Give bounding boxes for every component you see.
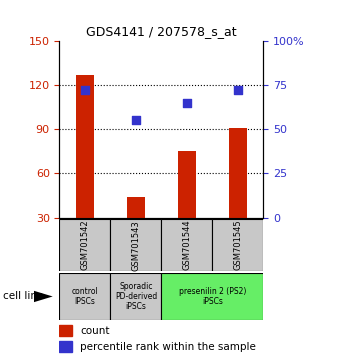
Text: GSM701544: GSM701544: [183, 220, 191, 270]
Text: GSM701542: GSM701542: [81, 220, 89, 270]
Point: [184, 100, 190, 105]
FancyBboxPatch shape: [212, 219, 264, 271]
Bar: [59, 325, 72, 336]
Bar: [59, 341, 72, 353]
FancyBboxPatch shape: [162, 273, 264, 320]
Text: control
IPSCs: control IPSCs: [72, 287, 98, 306]
FancyBboxPatch shape: [59, 219, 110, 271]
FancyBboxPatch shape: [162, 219, 212, 271]
FancyBboxPatch shape: [110, 273, 162, 320]
Bar: [76, 75, 94, 218]
FancyBboxPatch shape: [110, 219, 162, 271]
Polygon shape: [34, 291, 53, 302]
FancyBboxPatch shape: [59, 273, 110, 320]
Point: [235, 87, 241, 93]
Text: cell line: cell line: [3, 291, 44, 302]
Point: [82, 87, 88, 93]
Text: GSM701545: GSM701545: [234, 220, 242, 270]
Bar: [127, 197, 145, 218]
Title: GDS4141 / 207578_s_at: GDS4141 / 207578_s_at: [86, 25, 237, 38]
Bar: [229, 128, 247, 218]
Text: presenilin 2 (PS2)
iPSCs: presenilin 2 (PS2) iPSCs: [179, 287, 246, 306]
Text: count: count: [80, 326, 109, 336]
Bar: [178, 152, 196, 218]
Text: percentile rank within the sample: percentile rank within the sample: [80, 342, 256, 352]
Text: GSM701543: GSM701543: [132, 220, 140, 270]
Point: [133, 118, 139, 123]
Text: Sporadic
PD-derived
iPSCs: Sporadic PD-derived iPSCs: [115, 281, 157, 312]
